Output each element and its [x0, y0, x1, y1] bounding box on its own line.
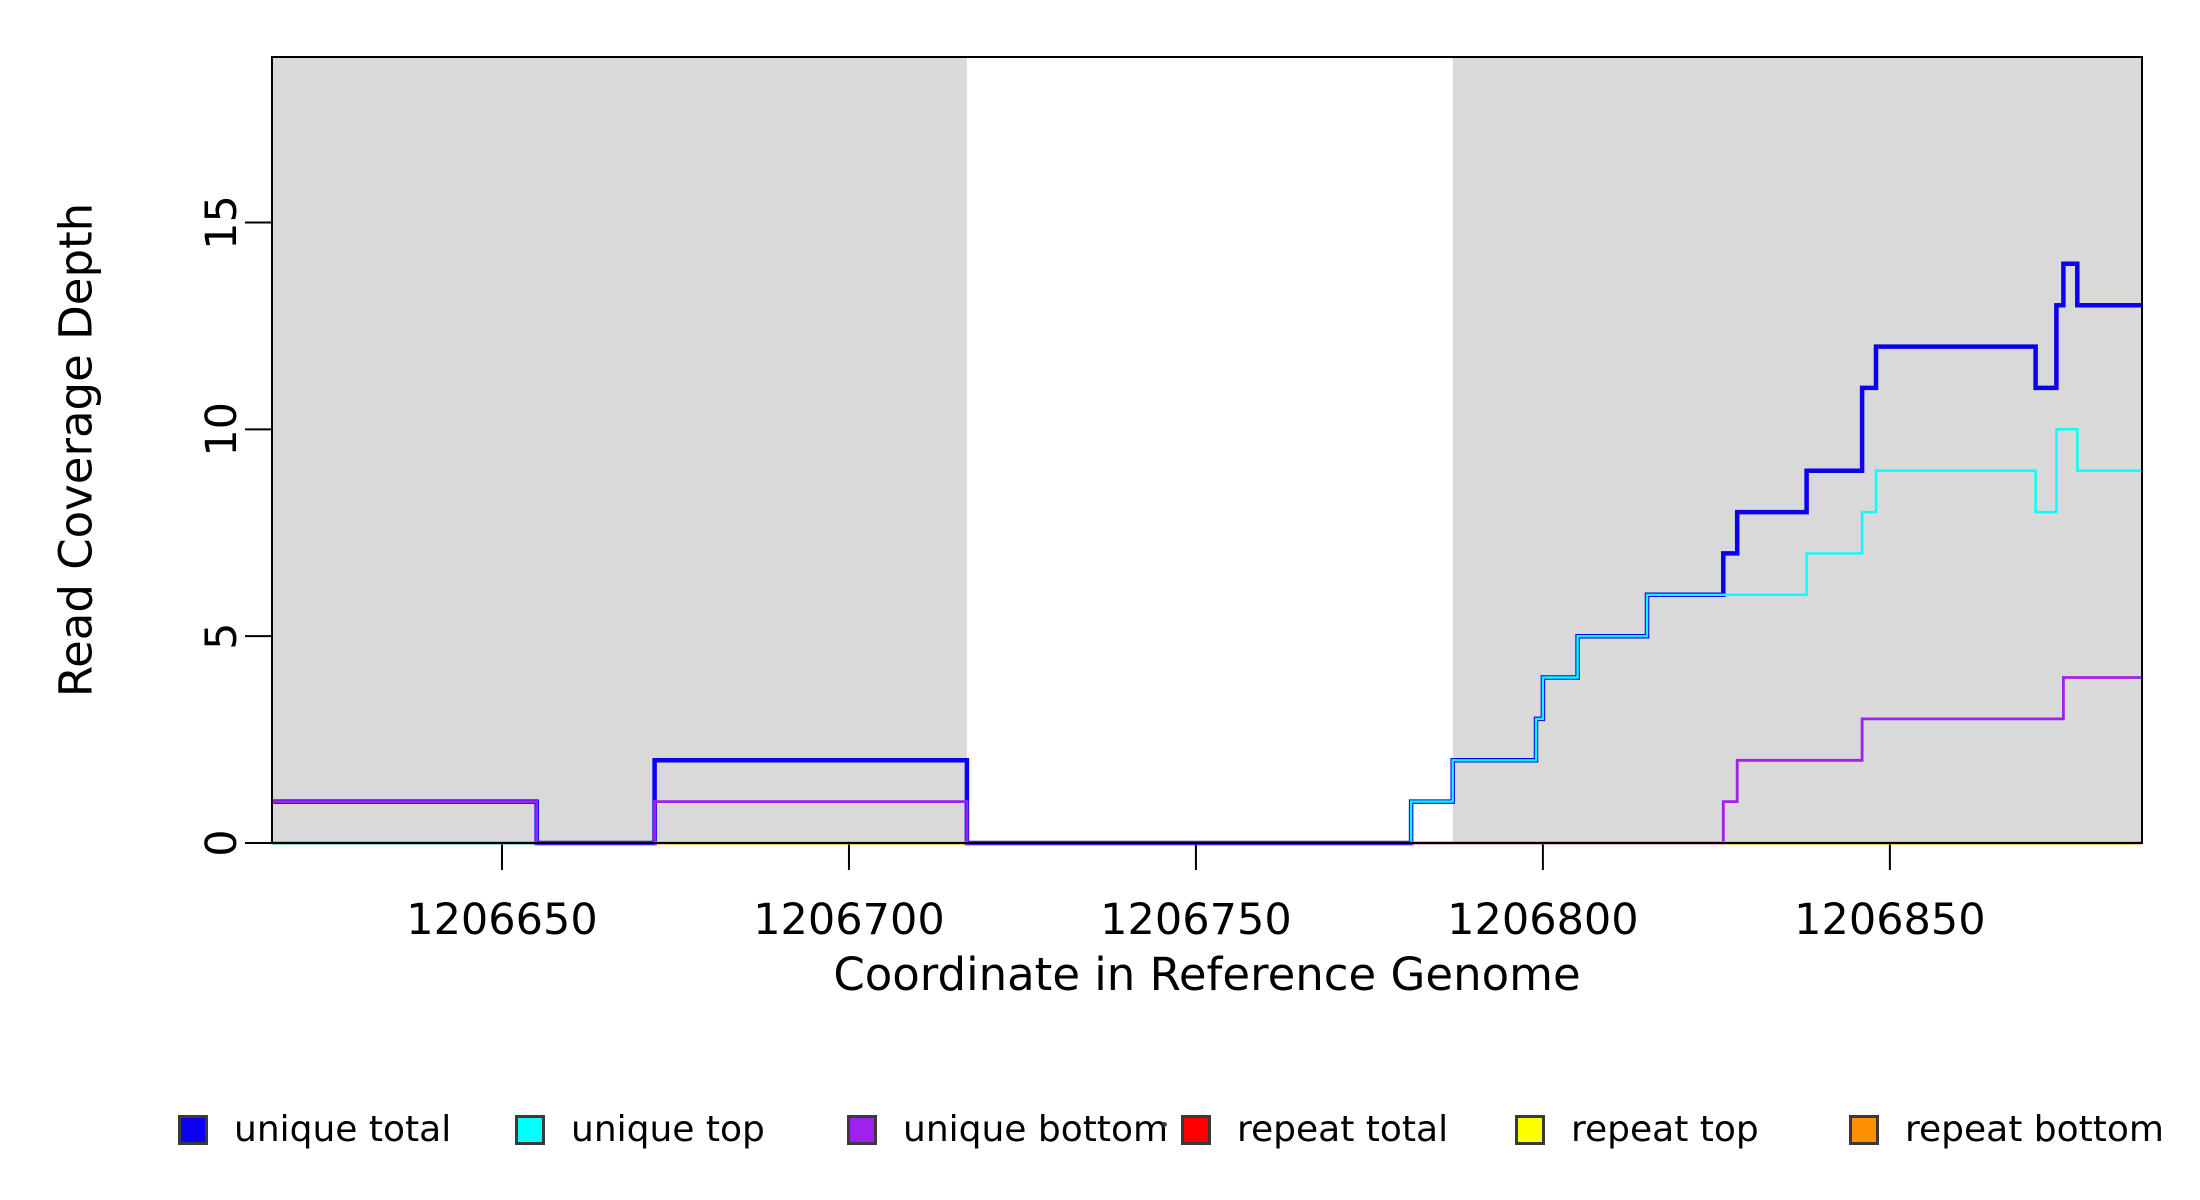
legend-swatch-repeat-bottom	[1849, 1115, 1879, 1145]
stray-dot	[1161, 1122, 1167, 1127]
legend-label: repeat bottom	[1905, 1109, 2164, 1150]
x-axis-title: Coordinate in Reference Genome	[833, 948, 1581, 1001]
legend: unique total unique top unique bottom repea…	[0, 0, 2200, 1148]
legend-entry-unique-total: unique total	[178, 1112, 451, 1148]
legend-label: unique total	[234, 1109, 452, 1150]
y-tick-label: 0	[197, 829, 247, 856]
shaded-region	[1452, 57, 2142, 843]
legend-entry-repeat-bottom: repeat bottom	[1849, 1112, 2164, 1148]
legend-label: unique bottom	[903, 1109, 1169, 1150]
x-tick-label: 1206750	[1100, 895, 1292, 945]
x-tick-label: 1206650	[406, 895, 598, 945]
legend-swatch-unique-top	[515, 1115, 545, 1145]
legend-swatch-repeat-total	[1181, 1115, 1211, 1145]
legend-label: repeat top	[1571, 1109, 1759, 1150]
x-tick-label: 1206800	[1447, 895, 1639, 945]
legend-entry-repeat-top: repeat top	[1515, 1112, 1759, 1148]
legend-entry-unique-bottom: unique bottom	[847, 1112, 1168, 1148]
y-tick-label: 15	[197, 195, 247, 250]
x-tick-label: 1206850	[1794, 895, 1986, 945]
legend-entry-repeat-total: repeat total	[1181, 1112, 1448, 1148]
y-tick-label: 10	[197, 402, 247, 457]
y-tick-label: 5	[197, 622, 247, 649]
legend-swatch-repeat-top	[1515, 1115, 1545, 1145]
legend-swatch-unique-total	[178, 1115, 208, 1145]
shaded-region	[272, 57, 967, 843]
legend-swatch-unique-bottom	[847, 1115, 877, 1145]
legend-label: unique top	[571, 1109, 765, 1150]
legend-entry-unique-top: unique top	[515, 1112, 765, 1148]
plot-border	[271, 56, 2143, 844]
x-tick-label: 1206700	[753, 895, 945, 945]
y-axis-title: Read Coverage Depth	[49, 202, 103, 698]
legend-label: repeat total	[1237, 1109, 1449, 1150]
